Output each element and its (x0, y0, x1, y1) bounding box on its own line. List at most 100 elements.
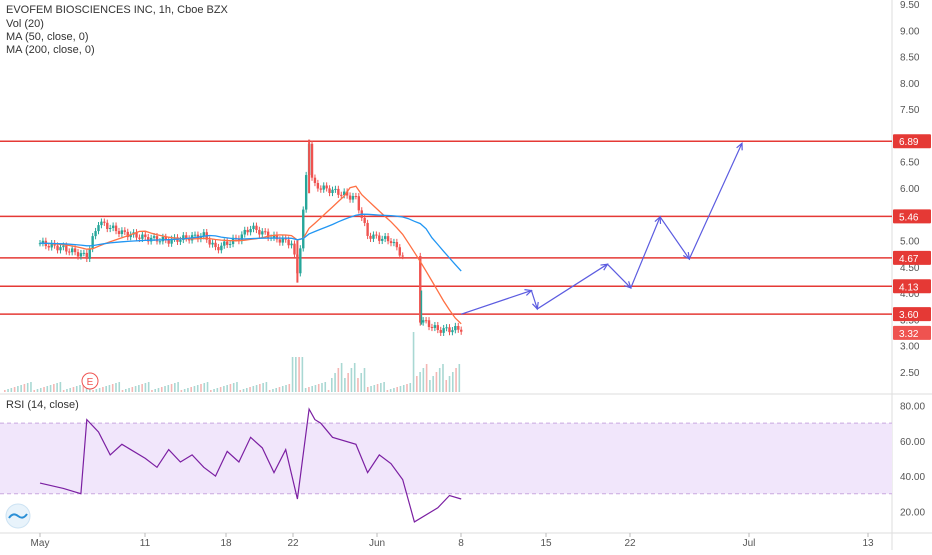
candle-body (337, 188, 340, 195)
volume-bar (448, 376, 451, 392)
volume-bar (62, 390, 65, 392)
candle-body (152, 236, 156, 238)
candle-body (366, 222, 369, 236)
volume-bar (131, 387, 134, 392)
candle-body (79, 253, 83, 257)
projection-arrowhead (682, 251, 691, 261)
volume-bar (154, 389, 157, 392)
candle-body (451, 330, 454, 333)
price-tick-label: 3.00 (900, 342, 920, 353)
candle-body (73, 248, 77, 253)
candle-body (348, 195, 352, 200)
candle-body (59, 247, 62, 251)
candle-body (202, 232, 205, 237)
candle-body (185, 235, 188, 239)
candle-body (433, 325, 437, 328)
candle-body (226, 241, 229, 245)
candle-body (68, 251, 71, 253)
indicator-ma200[interactable]: MA (200, close, 0) (6, 44, 95, 56)
volume-bar (187, 388, 189, 392)
candle-body (302, 209, 305, 249)
candle-body (158, 241, 162, 243)
volume-bar (69, 388, 71, 392)
volume-bar (128, 388, 130, 392)
volume-bar (255, 385, 258, 392)
candle-body (252, 225, 255, 230)
volume-bar (180, 390, 183, 392)
candle-body (228, 244, 232, 246)
candle-body (457, 326, 460, 330)
candle-body (287, 239, 290, 246)
candle-body (88, 249, 91, 259)
volume-bar (26, 383, 29, 392)
candle-body (445, 327, 448, 329)
candle-body (448, 327, 451, 333)
volume-bar (396, 387, 398, 392)
volume-bar (206, 382, 209, 392)
candle-body (70, 248, 74, 253)
volume-bar (406, 384, 408, 392)
volume-bar (236, 382, 238, 392)
price-tick-label: 9.50 (900, 0, 920, 11)
candle-body (293, 243, 296, 255)
price-tick-label: 4.00 (900, 289, 920, 300)
candle-body (161, 236, 165, 242)
candle-body (114, 225, 118, 232)
volume-bar (121, 390, 124, 392)
candle-body (421, 320, 425, 323)
candle-body (460, 329, 463, 332)
volume-bar (239, 390, 242, 392)
projection-arrowhead (736, 142, 743, 151)
candle-body (264, 231, 267, 233)
volume-bar (213, 389, 215, 392)
volume-bar (344, 378, 346, 392)
candle-body (372, 234, 375, 239)
rsi-tick-label: 80.00 (900, 402, 925, 413)
rsi-tick-label: 60.00 (900, 437, 925, 448)
volume-bar (245, 388, 248, 392)
volume-bar (416, 376, 418, 392)
volume-bar (281, 386, 284, 392)
volume-bar (39, 388, 42, 392)
volume-bar (272, 389, 274, 392)
candle-body (436, 325, 439, 330)
volume-bar (298, 357, 300, 392)
candle-body (316, 183, 320, 189)
symbol-title: EVOFEM BIOSCIENCES INC, 1h, Cboe BZX (6, 4, 228, 16)
projection-arrowhead (532, 301, 539, 311)
volume-bar (56, 383, 58, 392)
volume-bar (160, 387, 163, 392)
ma200-line (39, 185, 462, 325)
volume-bar (53, 384, 55, 392)
earnings-marker[interactable] (81, 372, 99, 390)
time-tick-label: Jun (369, 538, 385, 549)
earnings-marker-text: E (87, 377, 94, 388)
candle-body (258, 229, 261, 235)
candle-body (109, 228, 112, 230)
volume-bar (226, 385, 228, 392)
candle-body (357, 196, 361, 211)
indicator-volume[interactable]: Vol (20) (6, 18, 44, 30)
candle-body (94, 231, 97, 237)
volume-bar (115, 383, 117, 392)
volume-bar (164, 386, 166, 392)
volume-bar (350, 368, 353, 392)
level-label-text: 6.89 (899, 137, 919, 148)
candle-body (313, 177, 317, 184)
rsi-title[interactable]: RSI (14, close) (6, 399, 79, 411)
volume-bar (389, 389, 392, 392)
candle-body (255, 225, 258, 230)
candle-body (129, 234, 132, 238)
volume-bar (82, 384, 85, 392)
projection-path[interactable] (461, 143, 743, 315)
candle-body (85, 252, 88, 259)
indicator-ma50[interactable]: MA (50, close, 0) (6, 31, 89, 43)
volume-bar (435, 372, 438, 392)
volume-bar (157, 388, 160, 392)
candle-body (155, 236, 159, 242)
volume-bar (242, 389, 245, 392)
candle-body (138, 237, 141, 239)
candle-body (246, 229, 249, 233)
